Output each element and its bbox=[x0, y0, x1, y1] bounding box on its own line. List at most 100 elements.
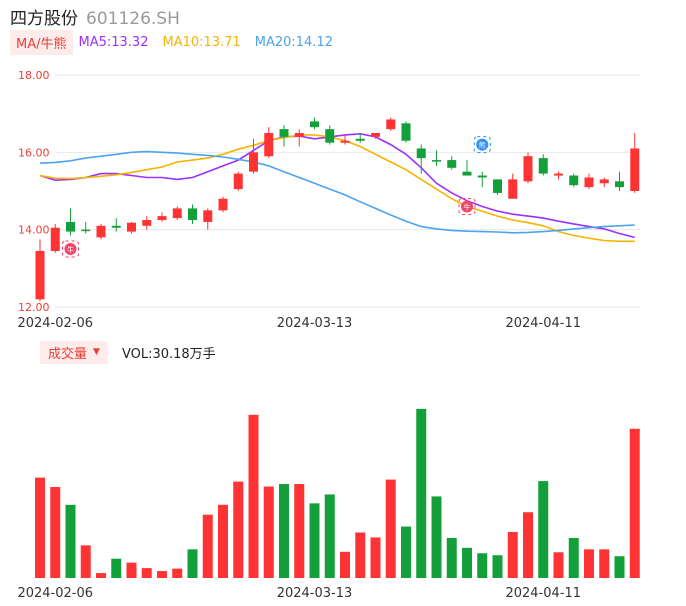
ma10-line bbox=[39, 134, 635, 243]
volume-bar bbox=[507, 532, 518, 578]
volume-bar bbox=[324, 494, 335, 578]
candle bbox=[66, 208, 75, 236]
candle bbox=[294, 129, 304, 147]
volume-bar bbox=[385, 479, 396, 578]
candle-body bbox=[111, 225, 121, 228]
candle-body bbox=[142, 220, 152, 226]
candle bbox=[462, 160, 472, 176]
x-tick-label: 2024-04-11 bbox=[505, 316, 581, 331]
candle bbox=[340, 134, 350, 145]
marker-glyph: 牛 bbox=[464, 202, 471, 211]
candle-body bbox=[127, 222, 136, 232]
candle-body bbox=[523, 156, 533, 182]
volume-bar bbox=[614, 556, 625, 578]
volume-bar bbox=[263, 486, 274, 578]
candle bbox=[310, 117, 319, 130]
candle-body bbox=[569, 175, 579, 186]
volume-bar bbox=[568, 537, 579, 578]
candle bbox=[477, 171, 487, 188]
candle-body bbox=[188, 208, 197, 220]
bull-marker-icon: 牛 bbox=[62, 240, 79, 258]
volume-bar bbox=[584, 549, 594, 578]
caret-down-icon: ▼ bbox=[93, 347, 100, 357]
candle-body bbox=[538, 158, 548, 174]
candle bbox=[401, 121, 411, 143]
candle bbox=[615, 171, 624, 191]
candle bbox=[508, 173, 518, 199]
volume-legend: 成交量 ▼ VOL:30.18万手 bbox=[40, 340, 216, 364]
stock-name: 四方股份 bbox=[10, 9, 78, 29]
candle-body bbox=[50, 227, 60, 251]
candle bbox=[279, 125, 289, 147]
volume-bar bbox=[65, 504, 76, 578]
ma5-label: MA5:13.32 bbox=[78, 34, 149, 50]
candle bbox=[233, 171, 243, 191]
candle-body bbox=[249, 152, 258, 172]
candle bbox=[447, 156, 457, 170]
candle bbox=[96, 223, 106, 240]
stock-code: 601126.SH bbox=[86, 9, 180, 29]
candle bbox=[50, 223, 60, 253]
volume-bar bbox=[96, 573, 106, 578]
candle bbox=[81, 221, 91, 234]
y-tick-label: 12.00 bbox=[18, 301, 50, 314]
candle bbox=[249, 138, 258, 174]
volume-bar bbox=[340, 551, 350, 578]
candle bbox=[111, 218, 121, 232]
candle bbox=[538, 154, 548, 176]
volume-bar bbox=[111, 558, 122, 578]
candle bbox=[432, 150, 441, 166]
volume-bar bbox=[294, 484, 305, 578]
candle-body bbox=[310, 121, 319, 128]
ma-indicator-button[interactable]: MA/牛熊 bbox=[10, 29, 73, 55]
candle bbox=[264, 127, 274, 159]
volume-bar bbox=[50, 487, 61, 578]
volume-bar bbox=[355, 532, 366, 578]
marker-badge bbox=[476, 138, 489, 151]
volume-bar bbox=[187, 549, 198, 578]
ma-lines bbox=[39, 132, 635, 243]
volume-bar bbox=[172, 568, 183, 578]
ma10-label: MA10:13.71 bbox=[162, 34, 241, 50]
y-tick-label: 14.00 bbox=[18, 224, 50, 237]
candle-body bbox=[477, 175, 487, 178]
volume-bar bbox=[477, 553, 488, 578]
signal-markers: 牛牛熊 bbox=[62, 136, 491, 258]
candle-body bbox=[447, 160, 457, 168]
volume-bar bbox=[309, 503, 320, 578]
volume-bar bbox=[629, 428, 640, 578]
marker-frame bbox=[458, 197, 476, 215]
volume-bar bbox=[35, 477, 45, 578]
candle-body bbox=[386, 119, 396, 130]
candle-body bbox=[294, 133, 304, 137]
candle-body bbox=[584, 177, 594, 188]
candle-body bbox=[218, 198, 228, 211]
y-tick-label: 18.00 bbox=[18, 69, 50, 82]
volume-bar bbox=[401, 526, 411, 578]
candle bbox=[584, 173, 594, 190]
price-grid bbox=[55, 74, 640, 308]
volume-bar bbox=[599, 549, 610, 578]
candle-body bbox=[554, 173, 563, 176]
candle bbox=[523, 152, 533, 184]
candle-body bbox=[599, 179, 609, 184]
candle-body bbox=[96, 225, 106, 238]
volume-bars bbox=[35, 408, 640, 578]
candle bbox=[569, 173, 579, 188]
candle bbox=[325, 125, 335, 145]
candle bbox=[599, 177, 609, 188]
candle bbox=[371, 133, 380, 139]
candle bbox=[127, 221, 136, 234]
volume-bar bbox=[538, 481, 549, 578]
volume-bar bbox=[218, 504, 228, 578]
volume-indicator-button[interactable]: 成交量 ▼ bbox=[40, 340, 108, 364]
x-tick-label: 2024-03-13 bbox=[277, 316, 353, 331]
marker-frame bbox=[473, 136, 491, 154]
candle bbox=[416, 144, 426, 174]
ma-legend: MA/牛熊 MA5:13.32 MA10:13.71 MA20:14.12 bbox=[10, 29, 347, 55]
ma20-line bbox=[39, 150, 635, 234]
candle bbox=[203, 208, 213, 230]
volume-x-tick-label: 2024-04-11 bbox=[505, 586, 581, 601]
candle-body bbox=[493, 179, 502, 193]
